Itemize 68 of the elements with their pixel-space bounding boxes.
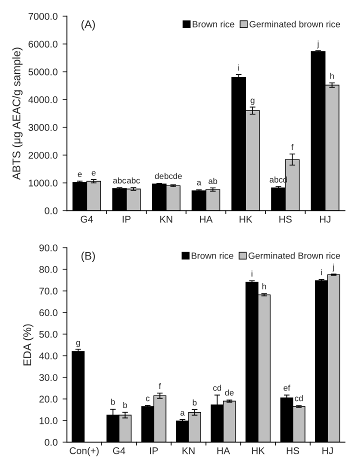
x-tick-label: HS [279, 216, 292, 223]
annotation: f [291, 144, 294, 150]
y-axis-title: EDA (%) [23, 324, 34, 366]
annotation: abc [113, 177, 126, 184]
annotation: b [111, 398, 115, 405]
y-tick-label: 10.0 [40, 417, 58, 424]
annotation: i [238, 64, 240, 71]
y-tick-label: 1000.0 [28, 180, 58, 187]
annotation: c [146, 396, 150, 402]
y-tick-label: 40.0 [39, 352, 58, 360]
x-tick-label: HK [240, 216, 252, 223]
y-tick-label: 0.0 [44, 438, 58, 446]
x-tick-label: KN [160, 216, 172, 223]
annotation: j [332, 264, 334, 272]
annotation: h [330, 72, 334, 79]
annotation: b [192, 399, 197, 406]
annotation: a [180, 411, 185, 416]
legend-label: Germinated brown rice [250, 20, 340, 28]
annotation: cd [213, 384, 222, 391]
y-tick-label: 30.0 [39, 374, 58, 381]
annotation: de [225, 389, 234, 396]
x-tick-label: G4 [113, 447, 126, 454]
y-tick-label: 80.0 [39, 266, 58, 273]
x-tick-label: G4 [80, 216, 93, 223]
annotation: a [197, 180, 202, 186]
y-tick-label: 7000.0 [28, 12, 58, 20]
y-tick-label: 60.0 [39, 309, 58, 316]
annotation: j [317, 40, 319, 48]
x-tick-label: Con(+) [70, 447, 99, 456]
x-tick-label: IP [150, 447, 158, 454]
x-tick-label: HS [286, 447, 300, 454]
x-tick-label: HJ [322, 447, 333, 454]
x-tick-label: IP [122, 216, 131, 223]
legend-label: Germinated Brown rice [248, 252, 340, 259]
x-tick-label: HK [252, 447, 265, 454]
y-tick-label: 4000.0 [28, 96, 58, 104]
legend-label: Brown rice [192, 252, 234, 259]
annotation: g [76, 340, 80, 348]
y-tick-label: 5000.0 [28, 68, 58, 76]
x-tick-label: HA [200, 216, 213, 223]
annotation: cd [294, 395, 303, 402]
y-tick-label: 50.0 [39, 330, 58, 338]
y-tick-label: 2000.0 [28, 152, 58, 159]
chart-title: (B) [81, 252, 95, 262]
y-tick-label: 6000.0 [28, 40, 58, 48]
legend-label: Brown rice [192, 20, 234, 28]
x-tick-label: KN [182, 447, 194, 454]
x-tick-label: HJ [320, 216, 330, 223]
y-tick-label: 20.0 [39, 396, 58, 403]
y-axis-title: ABTS (μg AEAC/g sample) [12, 48, 23, 180]
annotation: ab [208, 178, 218, 184]
y-tick-label: 70.0 [39, 288, 58, 295]
annotation: h [262, 283, 266, 290]
y-tick-label: 90.0 [39, 244, 58, 252]
annotation: g [250, 98, 254, 105]
y-tick-label: 3000.0 [28, 124, 58, 131]
annotation: f [158, 382, 162, 390]
annotation: e [78, 172, 82, 178]
annotation: ef [284, 384, 290, 391]
annotation: e [92, 171, 96, 176]
chart-title: (A) [81, 20, 95, 30]
annotation: abc [127, 177, 140, 184]
annotation: b [123, 402, 128, 408]
annotation: bcde [164, 172, 182, 180]
x-tick-label: HA [217, 447, 230, 454]
annotation: i [321, 269, 322, 276]
y-tick-label: 0.0 [44, 207, 58, 214]
annotation: de [154, 172, 164, 180]
